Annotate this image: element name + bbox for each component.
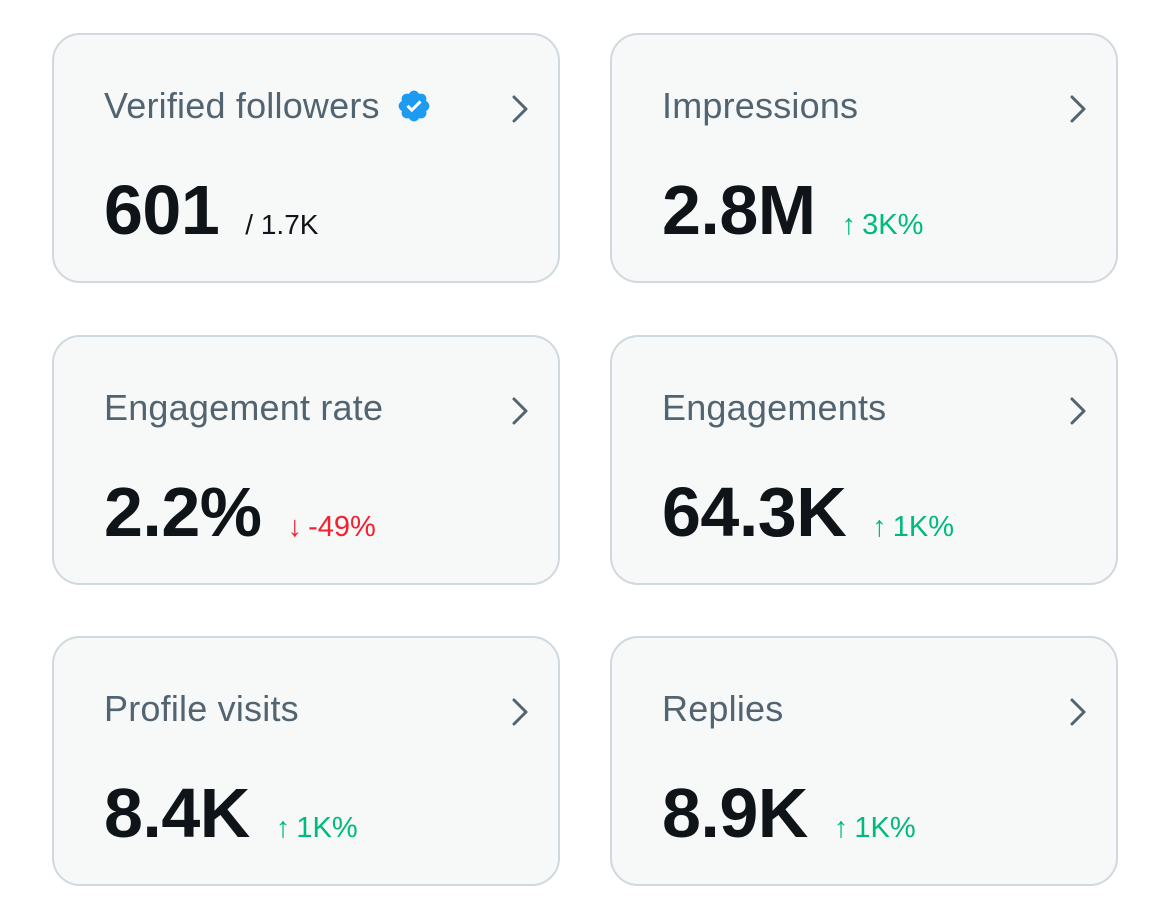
change-indicator: ↓ -49%	[288, 511, 376, 544]
arrow-down-icon: ↓	[287, 511, 303, 543]
card-engagement-rate[interactable]: Engagement rate 2.2% ↓ -49%	[52, 335, 560, 585]
metric-value: 2.2%	[104, 473, 262, 551]
value-row: 2.2% ↓ -49%	[104, 473, 376, 551]
card-title: Replies	[662, 688, 783, 730]
card-impressions[interactable]: Impressions 2.8M ↑ 3K%	[610, 33, 1118, 283]
card-title-text: Verified followers	[104, 85, 380, 126]
verified-badge-icon	[398, 90, 430, 122]
change-value: -49%	[308, 511, 376, 543]
change-value: 1K%	[854, 812, 916, 844]
value-row: 8.4K ↑ 1K%	[104, 774, 358, 852]
change-value: 1K%	[892, 511, 955, 543]
card-title-text: Engagements	[662, 387, 887, 428]
metric-value: 8.4K	[104, 774, 250, 852]
chevron-right-icon	[512, 95, 528, 123]
change-value: 1K%	[296, 812, 358, 844]
metric-value: 64.3K	[662, 473, 847, 551]
card-title: Impressions	[662, 85, 858, 127]
card-title: Profile visits	[104, 688, 299, 730]
card-engagements[interactable]: Engagements 64.3K ↑ 1K%	[610, 335, 1118, 585]
metric-value: 601	[104, 171, 220, 249]
card-title-text: Engagement rate	[104, 387, 384, 428]
chevron-right-icon	[1070, 698, 1086, 726]
card-title-text: Replies	[662, 688, 784, 729]
metric-value: 8.9K	[662, 774, 808, 852]
value-row: 8.9K ↑ 1K%	[662, 774, 916, 852]
card-title-text: Profile visits	[104, 688, 299, 729]
arrow-up-icon: ↑	[841, 209, 857, 241]
metric-value: 2.8M	[662, 171, 816, 249]
metric-total: / 1.7K	[245, 209, 319, 240]
value-row: 64.3K ↑ 1K%	[662, 473, 954, 551]
card-title: Verified followers	[104, 85, 432, 127]
arrow-up-icon: ↑	[872, 511, 887, 543]
change-indicator: ↑ 3K%	[842, 209, 924, 242]
card-profile-visits[interactable]: Profile visits 8.4K ↑ 1K%	[52, 636, 560, 886]
value-row: 601 / 1.7K	[104, 171, 318, 249]
change-indicator: ↑ 1K%	[276, 812, 358, 845]
card-title-text: Impressions	[662, 85, 859, 126]
change-indicator: ↑ 1K%	[834, 812, 916, 845]
change-value: 3K%	[862, 209, 924, 241]
value-row: 2.8M ↑ 3K%	[662, 171, 923, 249]
card-title: Engagement rate	[104, 387, 383, 429]
card-replies[interactable]: Replies 8.9K ↑ 1K%	[610, 636, 1118, 886]
arrow-up-icon: ↑	[833, 812, 849, 844]
chevron-right-icon	[512, 698, 528, 726]
chevron-right-icon	[512, 397, 528, 425]
arrow-up-icon: ↑	[275, 812, 291, 844]
card-title: Engagements	[662, 387, 886, 429]
chevron-right-icon	[1070, 95, 1086, 123]
card-verified-followers[interactable]: Verified followers 601 / 1.7K	[52, 33, 560, 283]
chevron-right-icon	[1070, 397, 1086, 425]
change-indicator: ↑ 1K%	[872, 511, 954, 544]
